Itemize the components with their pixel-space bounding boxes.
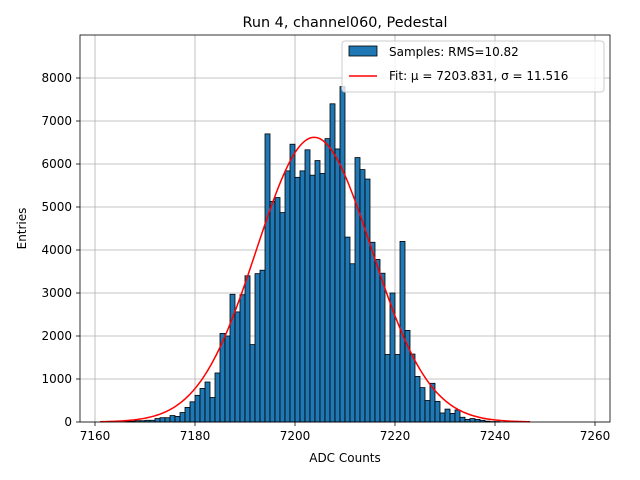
histogram-bar [354, 157, 361, 423]
legend-histogram-swatch [348, 45, 378, 57]
histogram-bar [299, 170, 306, 423]
histogram-bar [244, 275, 251, 423]
histogram-bar [209, 397, 216, 423]
histogram-bar [379, 272, 386, 423]
histogram-bar [284, 170, 291, 423]
y-axis-ticks: 0 1000 2000 3000 4000 5000 6000 7000 8000 [41, 71, 80, 429]
histogram-bar [254, 273, 261, 423]
x-tick-label: 7200 [280, 429, 311, 443]
histogram-bar [384, 354, 391, 423]
histogram-bar [459, 416, 466, 423]
histogram-bar [374, 259, 381, 423]
histogram-bar [394, 354, 401, 423]
histogram-bar [174, 416, 181, 423]
y-tick-label: 5000 [41, 200, 72, 214]
legend-histogram-label: Samples: RMS=10.82 [389, 45, 519, 59]
histogram-bar [359, 169, 366, 423]
histogram-bar [259, 269, 266, 423]
x-axis-label: ADC Counts [309, 451, 381, 465]
y-tick-label: 3000 [41, 286, 72, 300]
x-tick-label: 7160 [80, 429, 111, 443]
x-tick-label: 7220 [380, 429, 411, 443]
histogram-bar [469, 418, 476, 423]
y-tick-label: 6000 [41, 157, 72, 171]
histogram-bar [169, 415, 176, 423]
histogram-bar [199, 388, 206, 423]
histogram-bar [159, 417, 166, 423]
y-axis-label: Entries [15, 208, 29, 250]
histogram-bar [319, 173, 326, 423]
histogram-bar [449, 412, 456, 423]
histogram-bar [164, 417, 171, 423]
histogram-bar [304, 149, 311, 423]
histogram-bar [154, 418, 161, 423]
histogram-bar [294, 176, 301, 423]
histogram-bar [369, 241, 376, 423]
histogram-bar [239, 294, 246, 423]
histogram-bar [309, 174, 316, 423]
histogram-bar [324, 138, 331, 423]
histogram-bar [349, 263, 356, 423]
histogram-bar [439, 412, 446, 423]
histogram-bar [214, 372, 221, 423]
histogram-bar [224, 335, 231, 423]
histogram-bar [444, 408, 451, 423]
histogram-bar [249, 344, 256, 423]
chart-title: Run 4, channel060, Pedestal [243, 15, 448, 31]
histogram-bar [189, 401, 196, 423]
histogram-bar [204, 381, 211, 423]
histogram-bars [124, 86, 501, 423]
histogram-bar [194, 394, 201, 423]
legend: Samples: RMS=10.82 Fit: μ = 7203.831, σ … [341, 40, 605, 93]
histogram-bar [339, 86, 346, 423]
histogram-bar [334, 148, 341, 423]
y-tick-label: 0 [64, 415, 72, 429]
histogram-bar [234, 311, 241, 423]
legend-box [341, 40, 605, 93]
y-tick-label: 8000 [41, 71, 72, 85]
y-tick-label: 2000 [41, 329, 72, 343]
histogram-bar [434, 400, 441, 423]
histogram-bar [264, 133, 271, 423]
histogram-bar [414, 376, 421, 423]
histogram-bar [344, 236, 351, 423]
histogram-bar [409, 353, 416, 423]
histogram-bar [179, 412, 186, 423]
histogram-bar [184, 406, 191, 423]
histogram-bar [274, 197, 281, 423]
x-axis-ticks: 7160 7180 7200 7220 7240 7260 [80, 422, 611, 443]
y-tick-label: 1000 [41, 372, 72, 386]
x-tick-label: 7180 [180, 429, 211, 443]
legend-fit-label: Fit: μ = 7203.831, σ = 11.516 [389, 69, 568, 83]
x-tick-label: 7260 [580, 429, 611, 443]
histogram-bar [269, 201, 276, 423]
histogram-bar [454, 409, 461, 423]
y-tick-label: 4000 [41, 243, 72, 257]
plot-frame [79, 34, 611, 423]
histogram-bar [424, 400, 431, 423]
histogram-bar [364, 178, 371, 423]
histogram-bar [419, 387, 426, 423]
y-tick-label: 7000 [41, 114, 72, 128]
histogram-bar [314, 160, 321, 423]
histogram-bar [279, 212, 286, 423]
histogram-bar [289, 143, 296, 423]
fit-curve [99, 136, 531, 423]
x-tick-label: 7240 [480, 429, 511, 443]
